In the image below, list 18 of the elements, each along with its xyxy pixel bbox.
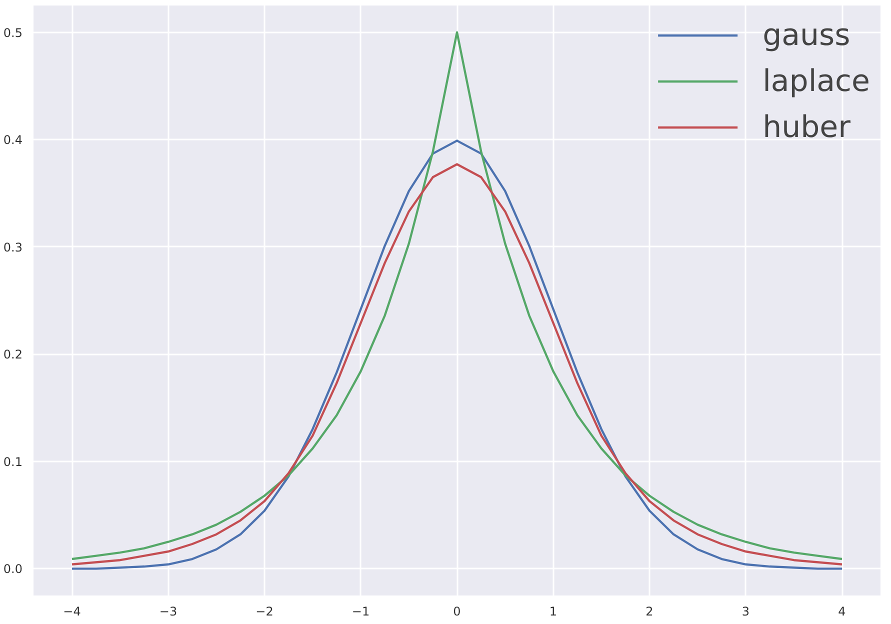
y-tick-label: 0.2 bbox=[3, 348, 23, 362]
x-tick-label: 3 bbox=[742, 604, 750, 618]
x-tick-label: 4 bbox=[838, 604, 846, 618]
y-tick-label: 0.5 bbox=[3, 26, 23, 40]
y-tick-label: 0.1 bbox=[3, 454, 23, 469]
x-tick-label: −3 bbox=[159, 604, 178, 618]
x-tick-label: 1 bbox=[549, 604, 558, 618]
x-tick-label: −4 bbox=[63, 604, 81, 618]
y-tick-label: 0.4 bbox=[3, 133, 23, 148]
y-tick-label: 0.0 bbox=[3, 562, 23, 576]
x-tick-label: −1 bbox=[352, 604, 370, 618]
x-tick-label: −2 bbox=[256, 604, 274, 618]
x-tick-label: 0 bbox=[453, 604, 461, 618]
legend-label: gauss bbox=[762, 16, 850, 54]
x-tick-label: 2 bbox=[646, 604, 654, 618]
legend-label: laplace bbox=[762, 62, 870, 100]
y-tick-label: 0.3 bbox=[3, 240, 23, 254]
legend-label: huber bbox=[762, 108, 850, 146]
